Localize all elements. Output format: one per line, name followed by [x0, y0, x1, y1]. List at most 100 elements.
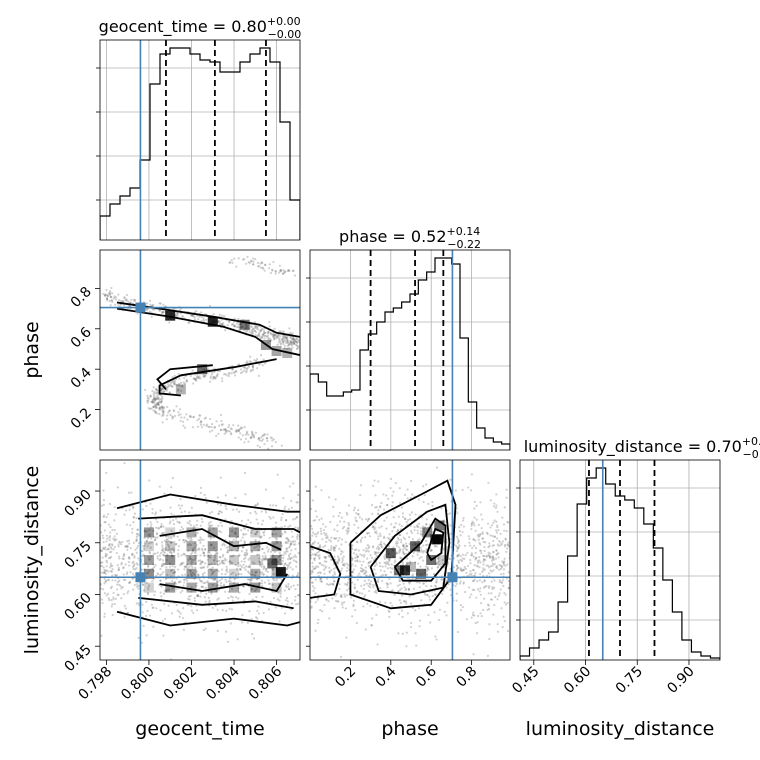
sample-point: [384, 573, 387, 577]
sample-point: [292, 482, 295, 485]
sample-point: [378, 506, 382, 509]
sample-point: [166, 385, 170, 388]
sample-point: [278, 269, 282, 272]
sample-point: [239, 426, 243, 429]
sample-point: [373, 568, 376, 571]
sample-point: [327, 600, 330, 603]
sample-point: [487, 572, 491, 575]
sample-point: [286, 338, 289, 342]
sample-point: [162, 525, 165, 528]
sample-point: [430, 567, 434, 570]
sample-point: [225, 374, 228, 377]
sample-point: [360, 584, 363, 588]
sample-point: [401, 512, 405, 515]
sample-point: [399, 579, 402, 583]
sample-point: [401, 594, 404, 597]
sample-point: [325, 598, 328, 601]
sample-point: [265, 511, 268, 514]
sample-point: [292, 337, 295, 340]
sample-point: [480, 527, 483, 530]
sample-point: [261, 519, 265, 522]
sample-point: [252, 435, 255, 438]
sample-point: [402, 551, 405, 554]
sample-point: [161, 562, 164, 565]
sample-point: [220, 561, 223, 564]
sample-point: [234, 531, 237, 534]
sample-point: [417, 525, 420, 529]
sample-point: [351, 544, 354, 547]
sample-point: [188, 511, 191, 514]
sample-point: [169, 541, 173, 544]
sample-point: [401, 561, 404, 564]
sample-point: [438, 618, 441, 622]
sample-point: [368, 582, 371, 585]
sample-point: [262, 567, 265, 571]
sample-point: [160, 387, 163, 390]
sample-point: [229, 622, 232, 625]
sample-point: [156, 402, 159, 405]
sample-point: [506, 563, 509, 566]
sample-point: [286, 339, 289, 342]
sample-point: [203, 548, 207, 551]
sample-point: [356, 555, 359, 558]
sample-point: [151, 400, 154, 403]
sample-point: [114, 597, 118, 600]
sample-point: [397, 590, 400, 593]
sample-point: [201, 549, 204, 552]
sample-point: [341, 559, 344, 562]
sample-point: [148, 533, 152, 536]
sample-point: [262, 434, 265, 437]
sample-point: [172, 547, 175, 550]
sample-point: [313, 540, 316, 544]
sample-point: [178, 377, 181, 380]
sample-point: [253, 532, 257, 535]
sample-point: [420, 550, 423, 553]
sample-point: [506, 547, 509, 550]
sample-point: [145, 600, 148, 604]
sample-point: [219, 428, 223, 431]
sample-point: [426, 543, 429, 546]
sample-point: [268, 263, 271, 266]
sample-point: [208, 601, 211, 604]
sample-point: [111, 544, 114, 547]
sample-point: [488, 637, 491, 641]
sample-point: [135, 535, 138, 538]
sample-point: [237, 317, 240, 321]
sample-point: [196, 375, 199, 378]
sample-point: [195, 523, 198, 527]
sample-point: [367, 564, 371, 568]
sample-point: [468, 586, 471, 589]
sample-point: [230, 427, 233, 431]
sample-point: [333, 537, 336, 540]
sample-point: [460, 559, 464, 563]
sample-point: [154, 403, 157, 406]
sample-point: [355, 590, 358, 594]
sample-point: [171, 385, 174, 388]
sample-point: [418, 550, 421, 553]
sample-point: [109, 525, 112, 529]
x-tick-label: 0.8: [453, 664, 480, 691]
sample-point: [166, 386, 169, 389]
sample-point: [223, 432, 226, 435]
sample-point: [186, 574, 190, 577]
sample-point: [363, 579, 366, 582]
sample-point: [289, 339, 292, 343]
sample-point: [100, 561, 103, 564]
sample-point: [411, 574, 414, 577]
sample-point: [361, 567, 364, 571]
sample-point: [457, 546, 460, 550]
sample-point: [150, 555, 153, 558]
sample-point: [310, 572, 313, 575]
sample-point: [314, 601, 317, 604]
sample-point: [164, 548, 167, 551]
sample-point: [338, 537, 341, 540]
sample-point: [505, 496, 508, 499]
sample-point: [473, 544, 476, 547]
sample-point: [287, 564, 290, 567]
sample-point: [244, 568, 247, 571]
sample-point: [153, 399, 156, 402]
sample-point: [117, 568, 120, 572]
sample-point: [481, 518, 484, 521]
sample-point: [294, 517, 297, 520]
sample-point: [158, 406, 161, 409]
